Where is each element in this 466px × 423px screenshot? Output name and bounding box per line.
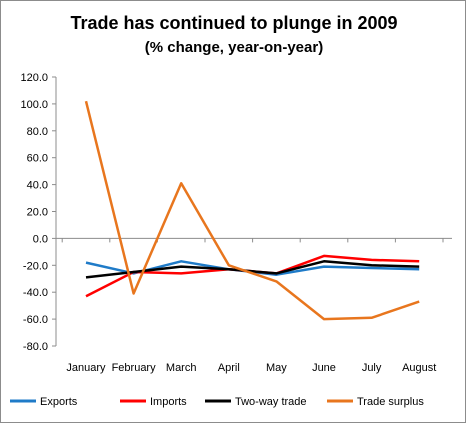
x-tick-label: June: [312, 362, 336, 374]
legend-label: Imports: [150, 396, 187, 408]
legend-label: Exports: [40, 396, 78, 408]
x-tick-label: February: [112, 362, 157, 374]
x-tick-label: May: [266, 362, 287, 374]
y-tick-label: 0.0: [33, 233, 48, 245]
chart-title: Trade has continued to plunge in 2009: [70, 13, 398, 33]
x-tick-label: August: [402, 362, 436, 374]
y-tick-label: 60.0: [27, 153, 48, 165]
y-tick-label: -60.0: [23, 314, 48, 326]
y-tick-label: 120.0: [20, 72, 48, 84]
x-tick-label: April: [218, 362, 240, 374]
chart-subtitle: (% change, year-on-year): [144, 39, 324, 56]
legend-label: Trade surplus: [357, 396, 424, 408]
y-tick-label: 40.0: [27, 180, 48, 192]
plot-area: 120.0 100.0 80.0 60.0 40.0 20.0 0.0 -20.0 -40.0 -…: [10, 72, 452, 408]
x-tick-label: March: [166, 362, 197, 374]
y-tick-label: -40.0: [23, 287, 48, 299]
y-tick-label: 80.0: [27, 126, 48, 138]
series-line-trade-surplus: [84, 100, 420, 321]
y-tick-label: -80.0: [23, 341, 48, 353]
x-tick-label: January: [66, 362, 106, 374]
y-tick-label: -20.0: [23, 260, 48, 272]
series-line-two-way-trade: [85, 260, 420, 279]
y-tick-label: 100.0: [20, 99, 48, 111]
legend-label: Two-way trade: [235, 396, 307, 408]
x-tick-label: July: [362, 362, 382, 374]
y-tick-label: 20.0: [27, 207, 48, 219]
